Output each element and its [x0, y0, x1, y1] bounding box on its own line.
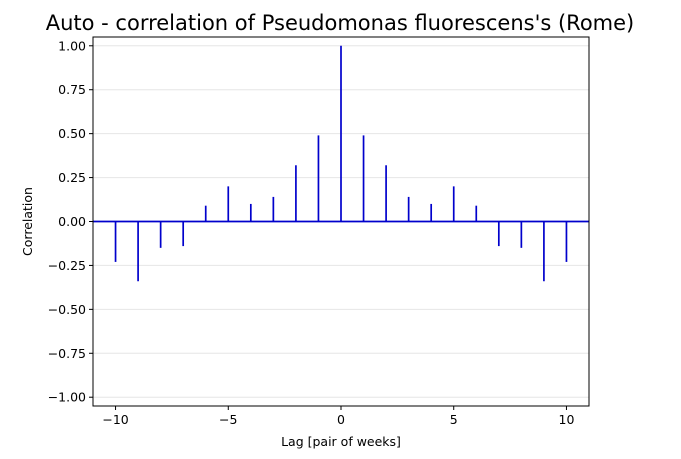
y-tick-label: −1.00 [48, 390, 86, 405]
y-axis-label: Correlation [20, 187, 35, 256]
x-tick-label: 0 [337, 412, 345, 427]
y-tick-label: 0.00 [58, 214, 86, 229]
x-tick-label: 10 [559, 412, 575, 427]
y-tick-label: 1.00 [58, 38, 86, 53]
y-tick-label: 0.50 [58, 126, 86, 141]
stem-series [114, 45, 568, 282]
y-tick-label: −0.25 [48, 258, 86, 273]
x-axis-label: Lag [pair of weeks] [281, 434, 401, 449]
x-tick-label: −5 [219, 412, 237, 427]
y-tick-label: 0.25 [58, 170, 86, 185]
chart-title: Auto - correlation of Pseudomonas fluore… [46, 11, 634, 35]
x-tick-label: 5 [450, 412, 458, 427]
y-tick-label: −0.75 [48, 346, 86, 361]
x-tick-label: −10 [102, 412, 128, 427]
x-axis-ticks: −10 −5 0 5 10 [102, 406, 574, 427]
y-tick-label: −0.50 [48, 302, 86, 317]
y-axis-ticks: −1.00 −0.75 −0.50 −0.25 0.00 0.25 0.50 0.75 1.00 [48, 38, 93, 405]
y-tick-label: 0.75 [58, 82, 86, 97]
